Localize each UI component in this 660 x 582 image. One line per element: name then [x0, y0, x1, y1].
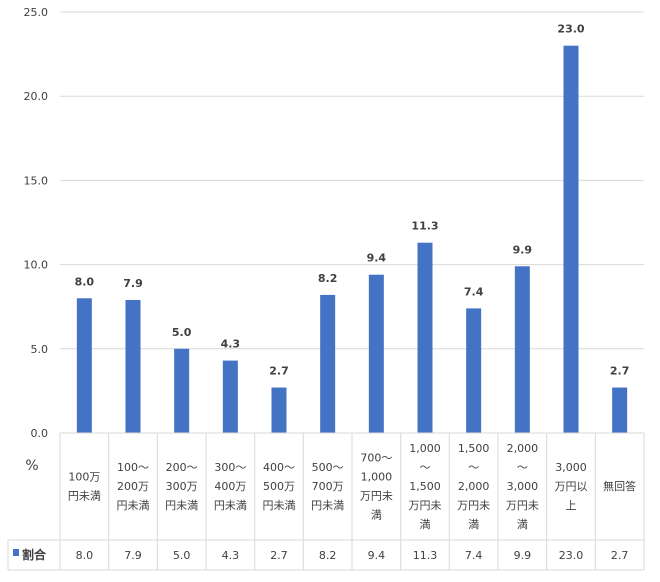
x-category-label-line: 円未満	[165, 499, 198, 512]
table-value: 2.7	[270, 549, 288, 562]
data-label: 7.9	[123, 277, 143, 290]
table-value: 11.3	[413, 549, 438, 562]
legend-swatch	[13, 549, 19, 556]
table-value: 5.0	[173, 549, 191, 562]
data-label: 2.7	[610, 365, 630, 378]
y-tick-label: 15.0	[24, 174, 49, 187]
x-category-label-line: 500万	[263, 480, 295, 493]
x-category-label: 300～ 400万円未満	[214, 461, 247, 512]
x-category-label-line: 700～	[360, 452, 392, 465]
x-category-label-line: 無回答	[603, 479, 636, 493]
bar	[514, 266, 530, 433]
y-axis-unit-label: %	[25, 458, 38, 474]
x-category-label-line: 1,500	[409, 480, 441, 493]
bar	[466, 308, 482, 433]
x-category-label: 2,000 ～ 3,000 万円未満	[506, 442, 539, 531]
data-label: 8.0	[75, 275, 95, 288]
data-label: 7.4	[464, 285, 484, 298]
x-category-label-line: 1,000	[361, 471, 393, 484]
x-category-label-line: 万円未	[360, 490, 393, 503]
bar	[417, 242, 433, 433]
x-category-label-line: 円未満	[263, 499, 296, 512]
x-category-label-line: 円未満	[311, 499, 344, 512]
x-category-label-line: 700万	[312, 480, 344, 493]
data-label: 5.0	[172, 326, 192, 339]
x-category-label: 100万円未満	[68, 471, 101, 503]
data-label: 2.7	[269, 365, 289, 378]
x-category-label-line: 満	[517, 518, 528, 531]
bar	[174, 348, 190, 433]
x-category-label-line: 上	[566, 499, 577, 512]
x-category-label: 500～ 700万円未満	[311, 461, 344, 512]
x-category-label-line: 満	[371, 509, 382, 522]
y-tick-label: 10.0	[24, 259, 49, 272]
legend-label: 割合	[22, 547, 47, 562]
x-category-label: 400～ 500万円未満	[263, 461, 296, 512]
table-value: 9.9	[514, 549, 532, 562]
x-category-label-line: 3,000	[555, 461, 587, 474]
x-category-label: 200～ 300万円未満	[165, 461, 198, 512]
table-value: 9.4	[368, 549, 386, 562]
data-label: 8.2	[318, 272, 338, 285]
x-category-label-line: 2,000	[507, 442, 539, 455]
y-tick-label: 5.0	[31, 343, 49, 356]
x-category-label-line: 1,500	[458, 442, 490, 455]
bar	[612, 387, 628, 433]
x-category-label: 1,500 ～ 2,000 万円未満	[457, 442, 490, 531]
x-category-label-line: 満	[420, 518, 431, 531]
table-value: 8.2	[319, 549, 337, 562]
x-category-label-line: 200～	[166, 461, 198, 474]
table-value: 8.0	[76, 549, 94, 562]
table-value: 23.0	[559, 549, 584, 562]
bar	[271, 387, 287, 433]
y-tick-label: 25.0	[24, 6, 49, 19]
data-label: 4.3	[221, 338, 241, 351]
x-category-label-line: 500～	[312, 461, 344, 474]
table-value: 2.7	[611, 549, 629, 562]
x-category-label-line: 満	[468, 518, 479, 531]
x-category-label-line: 300万	[166, 480, 198, 493]
x-category-label-line: 300～	[214, 461, 246, 474]
data-label: 9.4	[367, 252, 387, 265]
table-value: 4.3	[222, 549, 240, 562]
y-tick-label: 0.0	[31, 427, 49, 440]
x-category-label-line: 1,000	[409, 442, 441, 455]
bar	[222, 360, 238, 433]
x-category-label-line: ～	[420, 461, 431, 474]
data-label: 23.0	[557, 23, 584, 36]
data-label: 9.9	[513, 243, 533, 256]
bar	[563, 45, 579, 434]
x-category-label-line: 3,000	[507, 480, 539, 493]
x-category-label-line: 400～	[263, 461, 295, 474]
x-category-label-line: 円未満	[68, 490, 101, 503]
x-category-label-line: 万円以	[555, 480, 588, 493]
x-category-label: 100～ 200万円未満	[117, 461, 150, 512]
x-category-label: 3,000 万円以上	[555, 461, 588, 512]
table-value: 7.4	[465, 549, 483, 562]
x-category-label-line: 100万	[68, 471, 100, 484]
x-category-label-line: 2,000	[458, 480, 490, 493]
x-category-label: 無回答	[603, 479, 636, 493]
x-category-label-line: 400万	[214, 480, 246, 493]
x-category-label-line: 円未満	[214, 499, 247, 512]
bar	[368, 274, 384, 433]
x-category-label-line: 万円未	[506, 499, 539, 512]
table-value: 7.9	[124, 549, 142, 562]
x-category-label-line: ～	[517, 461, 528, 474]
bar	[320, 294, 336, 433]
bar	[125, 299, 141, 433]
x-category-label: 1,000 ～ 1,500 万円未満	[409, 442, 442, 531]
y-tick-label: 20.0	[24, 90, 49, 103]
x-category-label-line: 200万	[117, 480, 149, 493]
x-category-label-line: 円未満	[117, 499, 150, 512]
x-category-label-line: 100～	[117, 461, 149, 474]
x-category-label-line: 万円未	[409, 499, 442, 512]
bar	[76, 298, 92, 433]
x-category-label: 700～ 1,000 万円未満	[360, 452, 393, 522]
data-label: 11.3	[411, 220, 438, 233]
x-category-label-line: ～	[468, 461, 479, 474]
x-category-label-line: 万円未	[457, 499, 490, 512]
